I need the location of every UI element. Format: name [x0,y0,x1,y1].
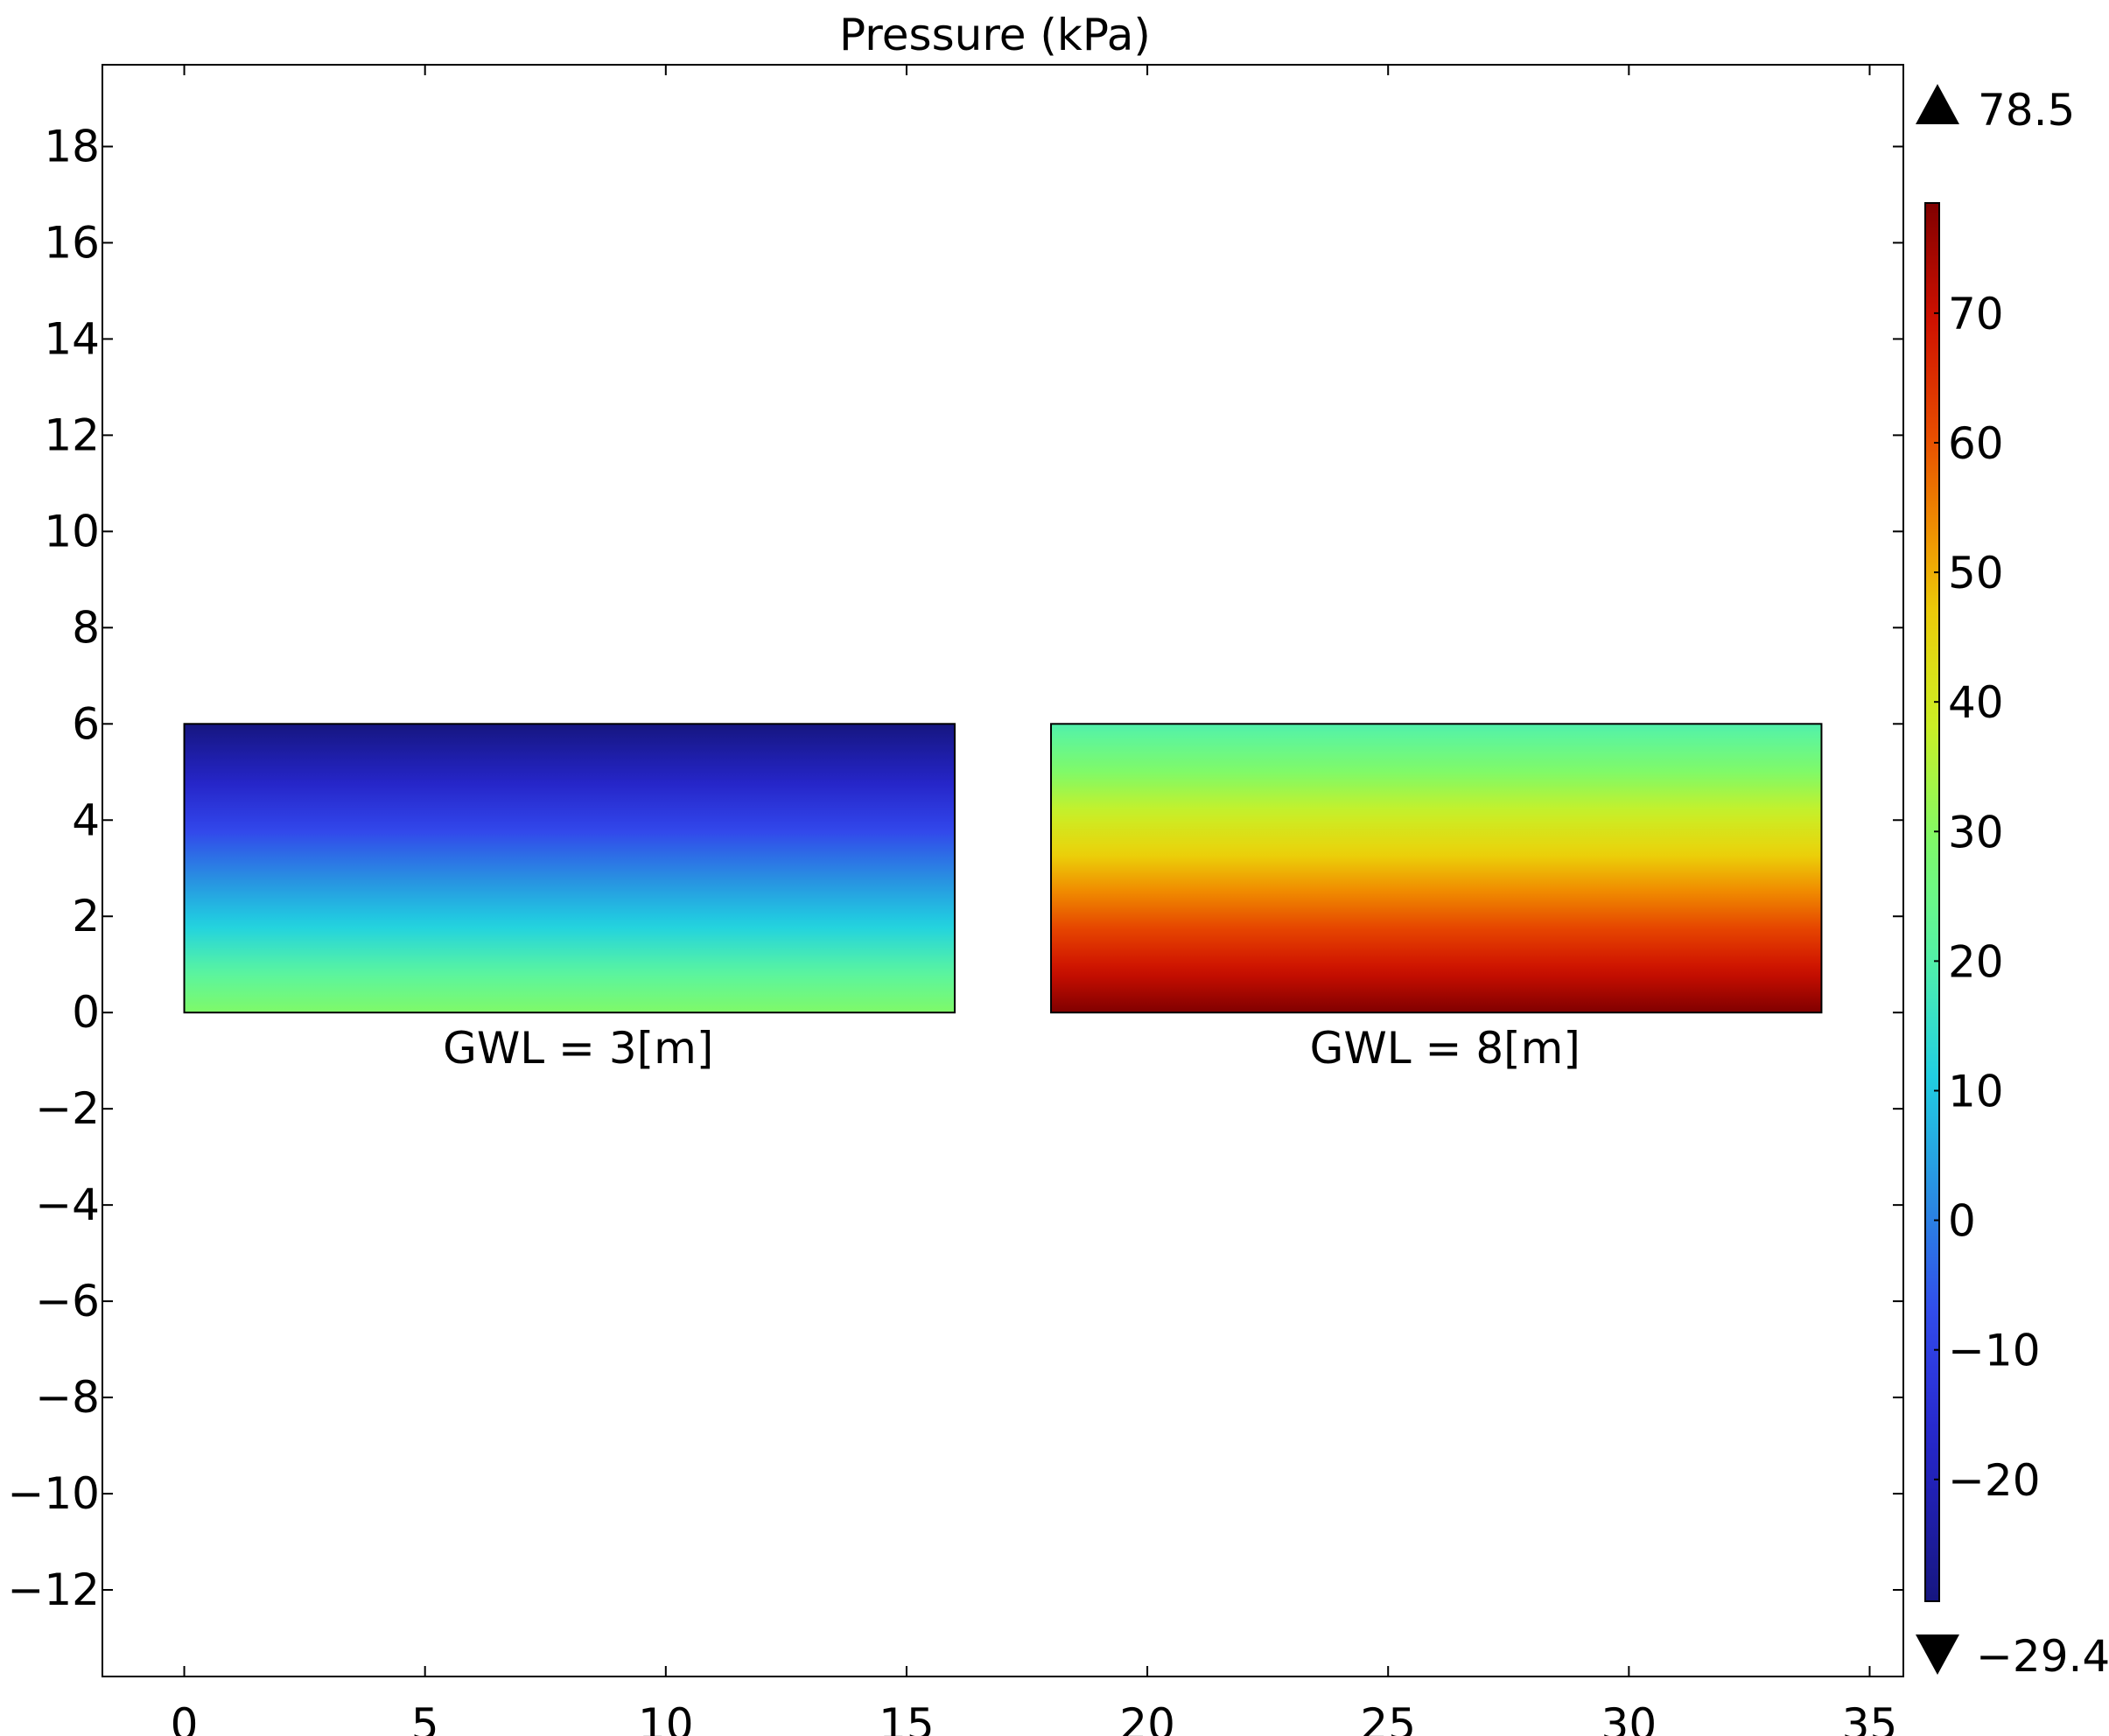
colorbar-tick-label: 10 [1948,1066,2004,1116]
chart-title: Pressure (kPa) [839,10,1151,60]
y-tick-label: 2 [72,891,100,942]
y-tick-label: −6 [35,1276,100,1326]
colorbar-tick-label: 60 [1948,418,2004,469]
x-tick-label: 25 [1360,1699,1416,1736]
x-tick-label: 35 [1842,1699,1898,1736]
y-tick-label: −4 [35,1180,100,1230]
colorbar-tick-label: −20 [1948,1455,2041,1506]
colorbar-tick-label: 40 [1948,677,2004,728]
x-tick-label: 15 [879,1699,935,1736]
y-tick-label: 8 [72,602,100,653]
y-tick-label: 12 [44,410,100,460]
colorbar-tick-label: 30 [1948,807,2004,858]
x-tick-label: 5 [411,1699,439,1736]
y-tick-label: 10 [44,506,100,556]
block-label-2: GWL = 8[m] [1310,1023,1580,1074]
y-tick-label: −10 [7,1468,100,1519]
colorbar-max-label: 78.5 [1978,85,2075,136]
y-tick-label: 0 [72,987,100,1038]
y-tick-label: −8 [35,1372,100,1423]
block-label-1: GWL = 3[m] [443,1023,713,1074]
y-tick-label: 16 [44,217,100,268]
y-tick-label: −12 [7,1564,100,1615]
pressure-block-2 [1050,723,1823,1014]
colorbar [1924,202,1940,1602]
colorbar-tick-label: 0 [1948,1196,1976,1247]
pressure-block-1 [183,723,956,1014]
colorbar-tick-label: 20 [1948,936,2004,987]
y-tick-label: 14 [44,313,100,364]
x-tick-label: 10 [638,1699,694,1736]
y-tick-label: 18 [44,121,100,172]
colorbar-tick-label: −10 [1948,1326,2041,1376]
y-tick-label: 6 [72,698,100,749]
colorbar-min-triangle-icon [1916,1634,1959,1675]
colorbar-max-triangle-icon [1916,84,1959,124]
colorbar-min-label: −29.4 [1976,1631,2109,1682]
colorbar-tick-label: 50 [1948,548,2004,598]
x-tick-label: 30 [1601,1699,1657,1736]
x-tick-label: 20 [1119,1699,1175,1736]
y-tick-label: 4 [72,794,100,845]
y-tick-label: −2 [35,1083,100,1134]
x-tick-label: 0 [171,1699,199,1736]
colorbar-tick-label: 70 [1948,289,2004,340]
